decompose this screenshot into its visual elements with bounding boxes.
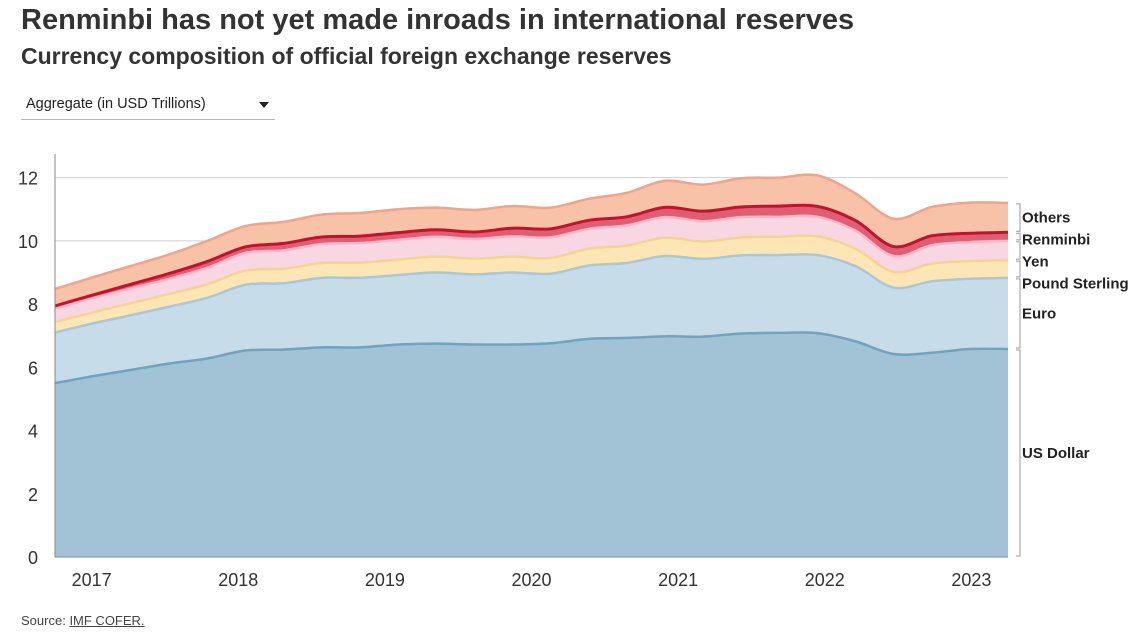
x-tick-label: 2023 (951, 570, 991, 590)
legend-renminbi: Renminbi (1022, 232, 1090, 249)
area-series (55, 174, 1008, 557)
line-yen (54, 214, 1009, 310)
x-tick-label: 2018 (218, 570, 258, 590)
source-link[interactable]: IMF COFER. (69, 613, 145, 628)
legend-yen: Yen (1022, 254, 1049, 271)
dropdown-selected-value: Aggregate (in USD Trillions) (26, 96, 206, 112)
area-euro (55, 254, 1008, 384)
x-tick-label: 2022 (805, 570, 845, 590)
area-us-dollar (55, 332, 1008, 557)
y-tick-label: 2 (28, 485, 38, 505)
stacked-area-chart: 0 2 4 6 8 10 12 2017 2018 2019 2020 2021 2022 2023 US… (18, 154, 1129, 590)
series-outlines (54, 173, 1009, 385)
legend-euro: Euro (1022, 305, 1056, 322)
legend-us-dollar: US Dollar (1022, 445, 1090, 462)
y-tick-label: 10 (18, 232, 38, 252)
legend: US Dollar Euro Pound Sterling Yen Renminbi Ot… (1016, 203, 1129, 557)
legend-pound-sterling: Pound Sterling (1022, 276, 1129, 293)
line-us-dollar (54, 331, 1009, 385)
legend-bracket (1016, 278, 1021, 349)
aggregate-dropdown[interactable]: Aggregate (in USD Trillions) (21, 92, 275, 120)
y-tick-label: 0 (28, 548, 38, 568)
x-tick-label: 2020 (511, 570, 551, 590)
area-yen (55, 215, 1008, 323)
legend-bracket (1016, 349, 1021, 557)
line-renminbi (54, 203, 1009, 308)
axes: 0 2 4 6 8 10 12 2017 2018 2019 2020 2021 2022 2023 (18, 154, 1008, 590)
legend-bracket (1016, 203, 1021, 232)
source-label: Source: (21, 613, 66, 628)
y-tick-label: 12 (18, 169, 38, 189)
area-others (55, 174, 1008, 306)
y-tick-label: 4 (28, 422, 38, 442)
chart-title: Renminbi has not yet made inroads in int… (21, 4, 855, 36)
y-tick-label: 8 (28, 295, 38, 315)
legend-bracket (1016, 232, 1021, 241)
x-tick-label: 2017 (72, 570, 112, 590)
x-tick-label: 2019 (365, 570, 405, 590)
source-note: Source: IMF COFER. (21, 613, 145, 628)
line-euro (54, 252, 1009, 334)
legend-bracket (1016, 260, 1021, 278)
x-tick-label: 2021 (658, 570, 698, 590)
legend-bracket (1016, 241, 1021, 260)
line-others (54, 173, 1009, 291)
caret-down-icon[interactable] (259, 102, 269, 108)
y-tick-label: 6 (28, 358, 38, 378)
line-pound-sterling (54, 234, 1009, 324)
chart-subtitle: Currency composition of official foreign… (21, 43, 672, 69)
legend-others: Others (1022, 210, 1070, 227)
